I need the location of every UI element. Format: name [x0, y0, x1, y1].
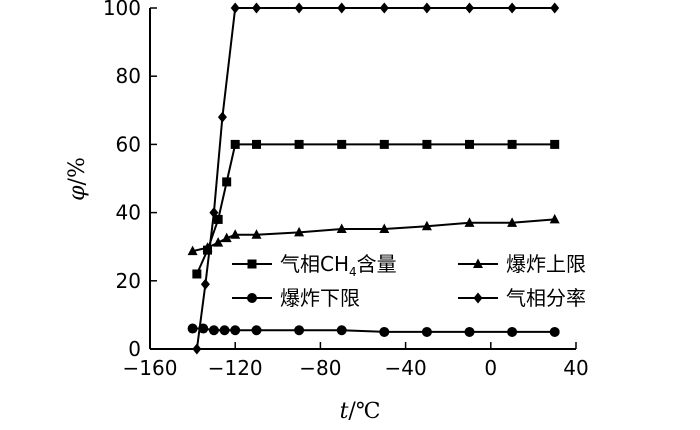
- x-axis-title: t/℃: [340, 399, 381, 424]
- data-point: [187, 323, 198, 334]
- x-tick-label: −160: [123, 356, 178, 380]
- x-axis-variable: t: [340, 399, 349, 424]
- data-point: [550, 2, 560, 14]
- legend-label: 气相CH4含量: [280, 252, 397, 279]
- data-point: [208, 325, 219, 336]
- legend-item-3: 爆炸下限: [232, 286, 360, 310]
- legend-marker: [473, 292, 483, 304]
- legend-item-2: 爆炸上限: [458, 252, 586, 276]
- data-point: [465, 2, 474, 14]
- series-2: [187, 213, 560, 256]
- data-point: [222, 177, 232, 187]
- x-tick-label: −120: [208, 356, 263, 380]
- data-point: [337, 2, 347, 14]
- data-point: [379, 139, 389, 149]
- series-1: [192, 139, 560, 279]
- series-3: [187, 323, 560, 337]
- data-point: [219, 325, 230, 336]
- data-point: [251, 325, 262, 336]
- data-point: [379, 326, 390, 337]
- data-point: [192, 269, 202, 279]
- data-point: [209, 207, 219, 219]
- legend-marker: [247, 293, 257, 303]
- x-tick-label: 40: [563, 356, 588, 380]
- data-point: [379, 2, 389, 14]
- data-point: [337, 139, 347, 149]
- data-point: [465, 139, 474, 149]
- data-point: [336, 223, 347, 233]
- data-point: [336, 325, 347, 336]
- data-point: [422, 2, 432, 14]
- x-tick-label: −40: [384, 356, 426, 380]
- legend-marker: [473, 258, 483, 268]
- x-tick-label: 0: [484, 356, 497, 380]
- legend-label: 气相分率: [506, 286, 586, 310]
- y-tick-label: 20: [116, 269, 141, 293]
- data-point: [294, 139, 304, 149]
- data-point: [550, 139, 560, 149]
- series-line: [192, 218, 555, 253]
- y-axis-unit: /%: [65, 157, 90, 185]
- series-line: [192, 327, 555, 333]
- y-axis-title: φ/%: [65, 157, 90, 201]
- data-point: [200, 278, 210, 290]
- y-tick-label: 100: [103, 0, 141, 20]
- data-point: [507, 2, 517, 14]
- data-point: [213, 214, 223, 224]
- data-point: [549, 213, 560, 224]
- data-point: [421, 326, 432, 337]
- legend-marker: [247, 259, 257, 269]
- data-point: [464, 217, 475, 227]
- data-point: [507, 326, 518, 337]
- y-tick-label: 60: [116, 132, 141, 156]
- legend-item-1: 气相CH4含量: [232, 252, 397, 279]
- data-point: [464, 326, 475, 337]
- data-point: [252, 2, 261, 14]
- y-tick-label: 40: [116, 201, 141, 225]
- data-point: [187, 245, 198, 256]
- data-point: [294, 226, 305, 237]
- data-point: [221, 232, 232, 243]
- series-4: [192, 2, 560, 355]
- data-point: [507, 217, 518, 227]
- data-point: [217, 111, 227, 123]
- data-point: [213, 237, 224, 247]
- data-point: [421, 220, 432, 231]
- y-axis-variable: φ: [65, 185, 90, 201]
- data-point: [192, 343, 202, 355]
- y-tick-label: 0: [128, 337, 141, 361]
- x-tick-label: −80: [299, 356, 341, 380]
- data-point: [230, 2, 240, 14]
- data-point: [379, 223, 390, 233]
- y-tick-label: 80: [116, 64, 141, 88]
- data-point: [294, 2, 304, 14]
- data-point: [230, 229, 241, 239]
- data-point: [507, 139, 517, 149]
- legend-label: 爆炸下限: [280, 286, 360, 310]
- legend-label: 爆炸上限: [506, 252, 586, 276]
- data-point: [252, 139, 261, 149]
- data-point: [251, 229, 262, 239]
- data-point: [230, 325, 241, 336]
- legend-item-4: 气相分率: [458, 286, 586, 310]
- series-layer: [187, 2, 560, 355]
- data-point: [549, 326, 560, 337]
- x-axis-unit: /℃: [348, 399, 380, 424]
- data-point: [230, 139, 240, 149]
- data-point: [422, 139, 432, 149]
- axes: [149, 7, 577, 350]
- tick-labels: 0 20 40 60 80 100 −160 −120 −80 −40 0 40: [103, 0, 589, 380]
- data-point: [294, 325, 305, 336]
